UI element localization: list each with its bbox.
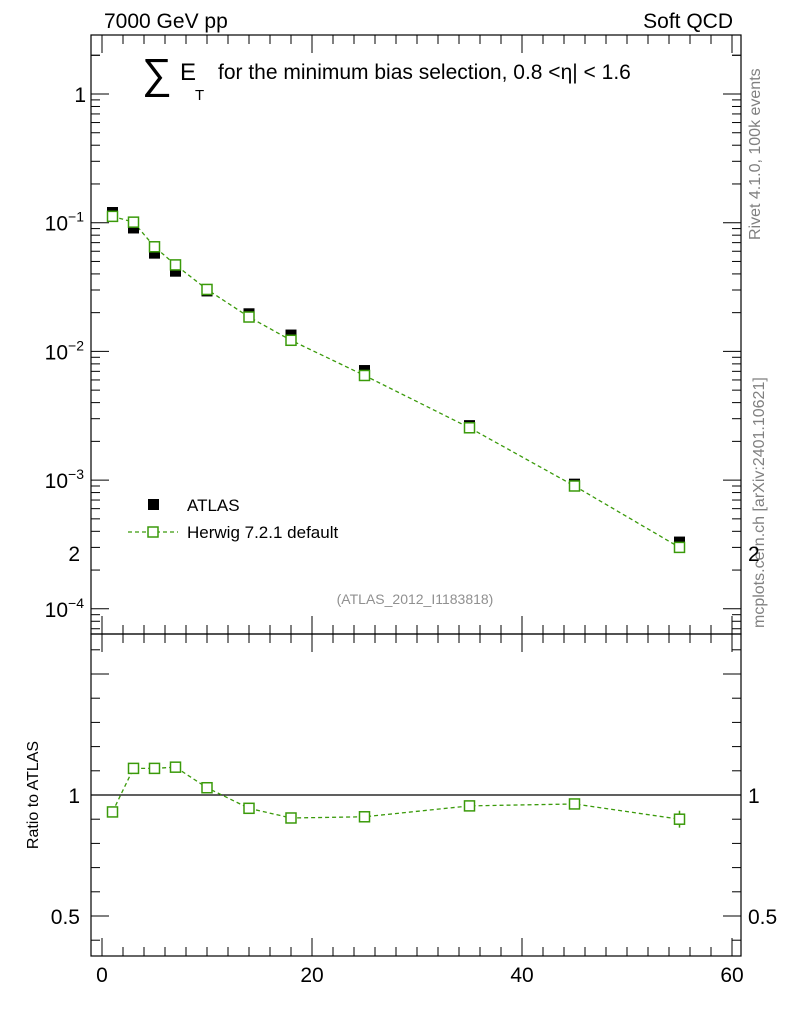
rivet-label: Rivet 4.1.0, 100k events (747, 68, 764, 240)
ratio-x-tick-label: 0 (96, 964, 108, 987)
ratio-data-point (127, 762, 140, 775)
main-y-tick-label: 10−3 (45, 466, 85, 493)
legend-data-label: ATLAS (187, 496, 240, 515)
mc-data-point (285, 334, 297, 347)
ratio-data-point (148, 762, 161, 775)
ratio-data-point (463, 800, 476, 812)
ratio-data-point (169, 761, 182, 773)
main-y-tick-label: 10−1 (45, 209, 85, 236)
ratio-y-tick-label: 2 (68, 543, 80, 566)
ratio-data-point (568, 798, 581, 810)
main-y-tick-label: 1 (74, 84, 86, 107)
analysis-reference: (ATLAS_2012_I1183818) (337, 591, 494, 607)
main-y-tick-label: 10−2 (45, 337, 85, 364)
mc-data-point (169, 259, 182, 271)
ratio-series-line (111, 766, 680, 820)
mc-data-point (243, 311, 255, 323)
atlas-data-point (128, 222, 139, 234)
ratio-x-tick-label: 20 (300, 964, 323, 987)
ratio-y-tick-label: 1 (68, 785, 80, 808)
ratio-data-point (243, 802, 255, 815)
legend-mc-label: Herwig 7.2.1 default (187, 523, 338, 542)
legend-mc-marker (147, 526, 159, 538)
ratio-data-point (285, 812, 297, 824)
header-right: Soft QCD (643, 10, 733, 33)
legend: ATLAS Herwig 7.2.1 default (128, 496, 338, 542)
main-plot-frame (90, 34, 742, 635)
header-left: 7000 GeV pp (104, 10, 228, 33)
mc-series-line (112, 215, 680, 548)
ratio-y-tick-label-right: 0.5 (748, 906, 777, 929)
ratio-data-point (358, 811, 371, 823)
ratio-y-tick-label-right: 2 (748, 543, 760, 566)
mc-data-point (106, 210, 119, 223)
mc-data-point (148, 241, 161, 253)
ratio-x-tick-label: 60 (720, 964, 743, 987)
mc-data-point (568, 480, 581, 492)
ratio-y-tick-label-right: 1 (748, 785, 760, 808)
mc-data-point (201, 283, 213, 296)
ratio-data-point (673, 813, 686, 825)
title-sum-symbol: ∑ (142, 50, 172, 97)
mc-data-point (463, 422, 476, 434)
ratio-y-tick-label: 0.5 (51, 906, 80, 929)
plot-title: ∑ E T for the minimum bias selection, 0.… (142, 50, 631, 104)
mc-data-point (127, 216, 140, 228)
mc-data-point (673, 541, 686, 554)
title-e: E (180, 59, 196, 86)
mcplots-label: mcplots.cern.ch [arXiv:2401.10621] (751, 377, 768, 628)
legend-data-marker (148, 499, 159, 510)
ratio-x-tick-label: 40 (510, 964, 533, 987)
main-y-tick-label: 10−4 (45, 595, 85, 622)
title-subscript-t: T (195, 87, 204, 104)
mc-data-point (358, 369, 371, 382)
atlas-data-point (170, 265, 181, 277)
ratio-y-axis-title: Ratio to ATLAS (25, 741, 42, 849)
atlas-data-point (149, 247, 160, 259)
ratio-data-point (106, 806, 119, 818)
ratio-data-point (201, 781, 213, 794)
title-text: for the minimum bias selection, 0.8 <η| … (218, 61, 631, 84)
